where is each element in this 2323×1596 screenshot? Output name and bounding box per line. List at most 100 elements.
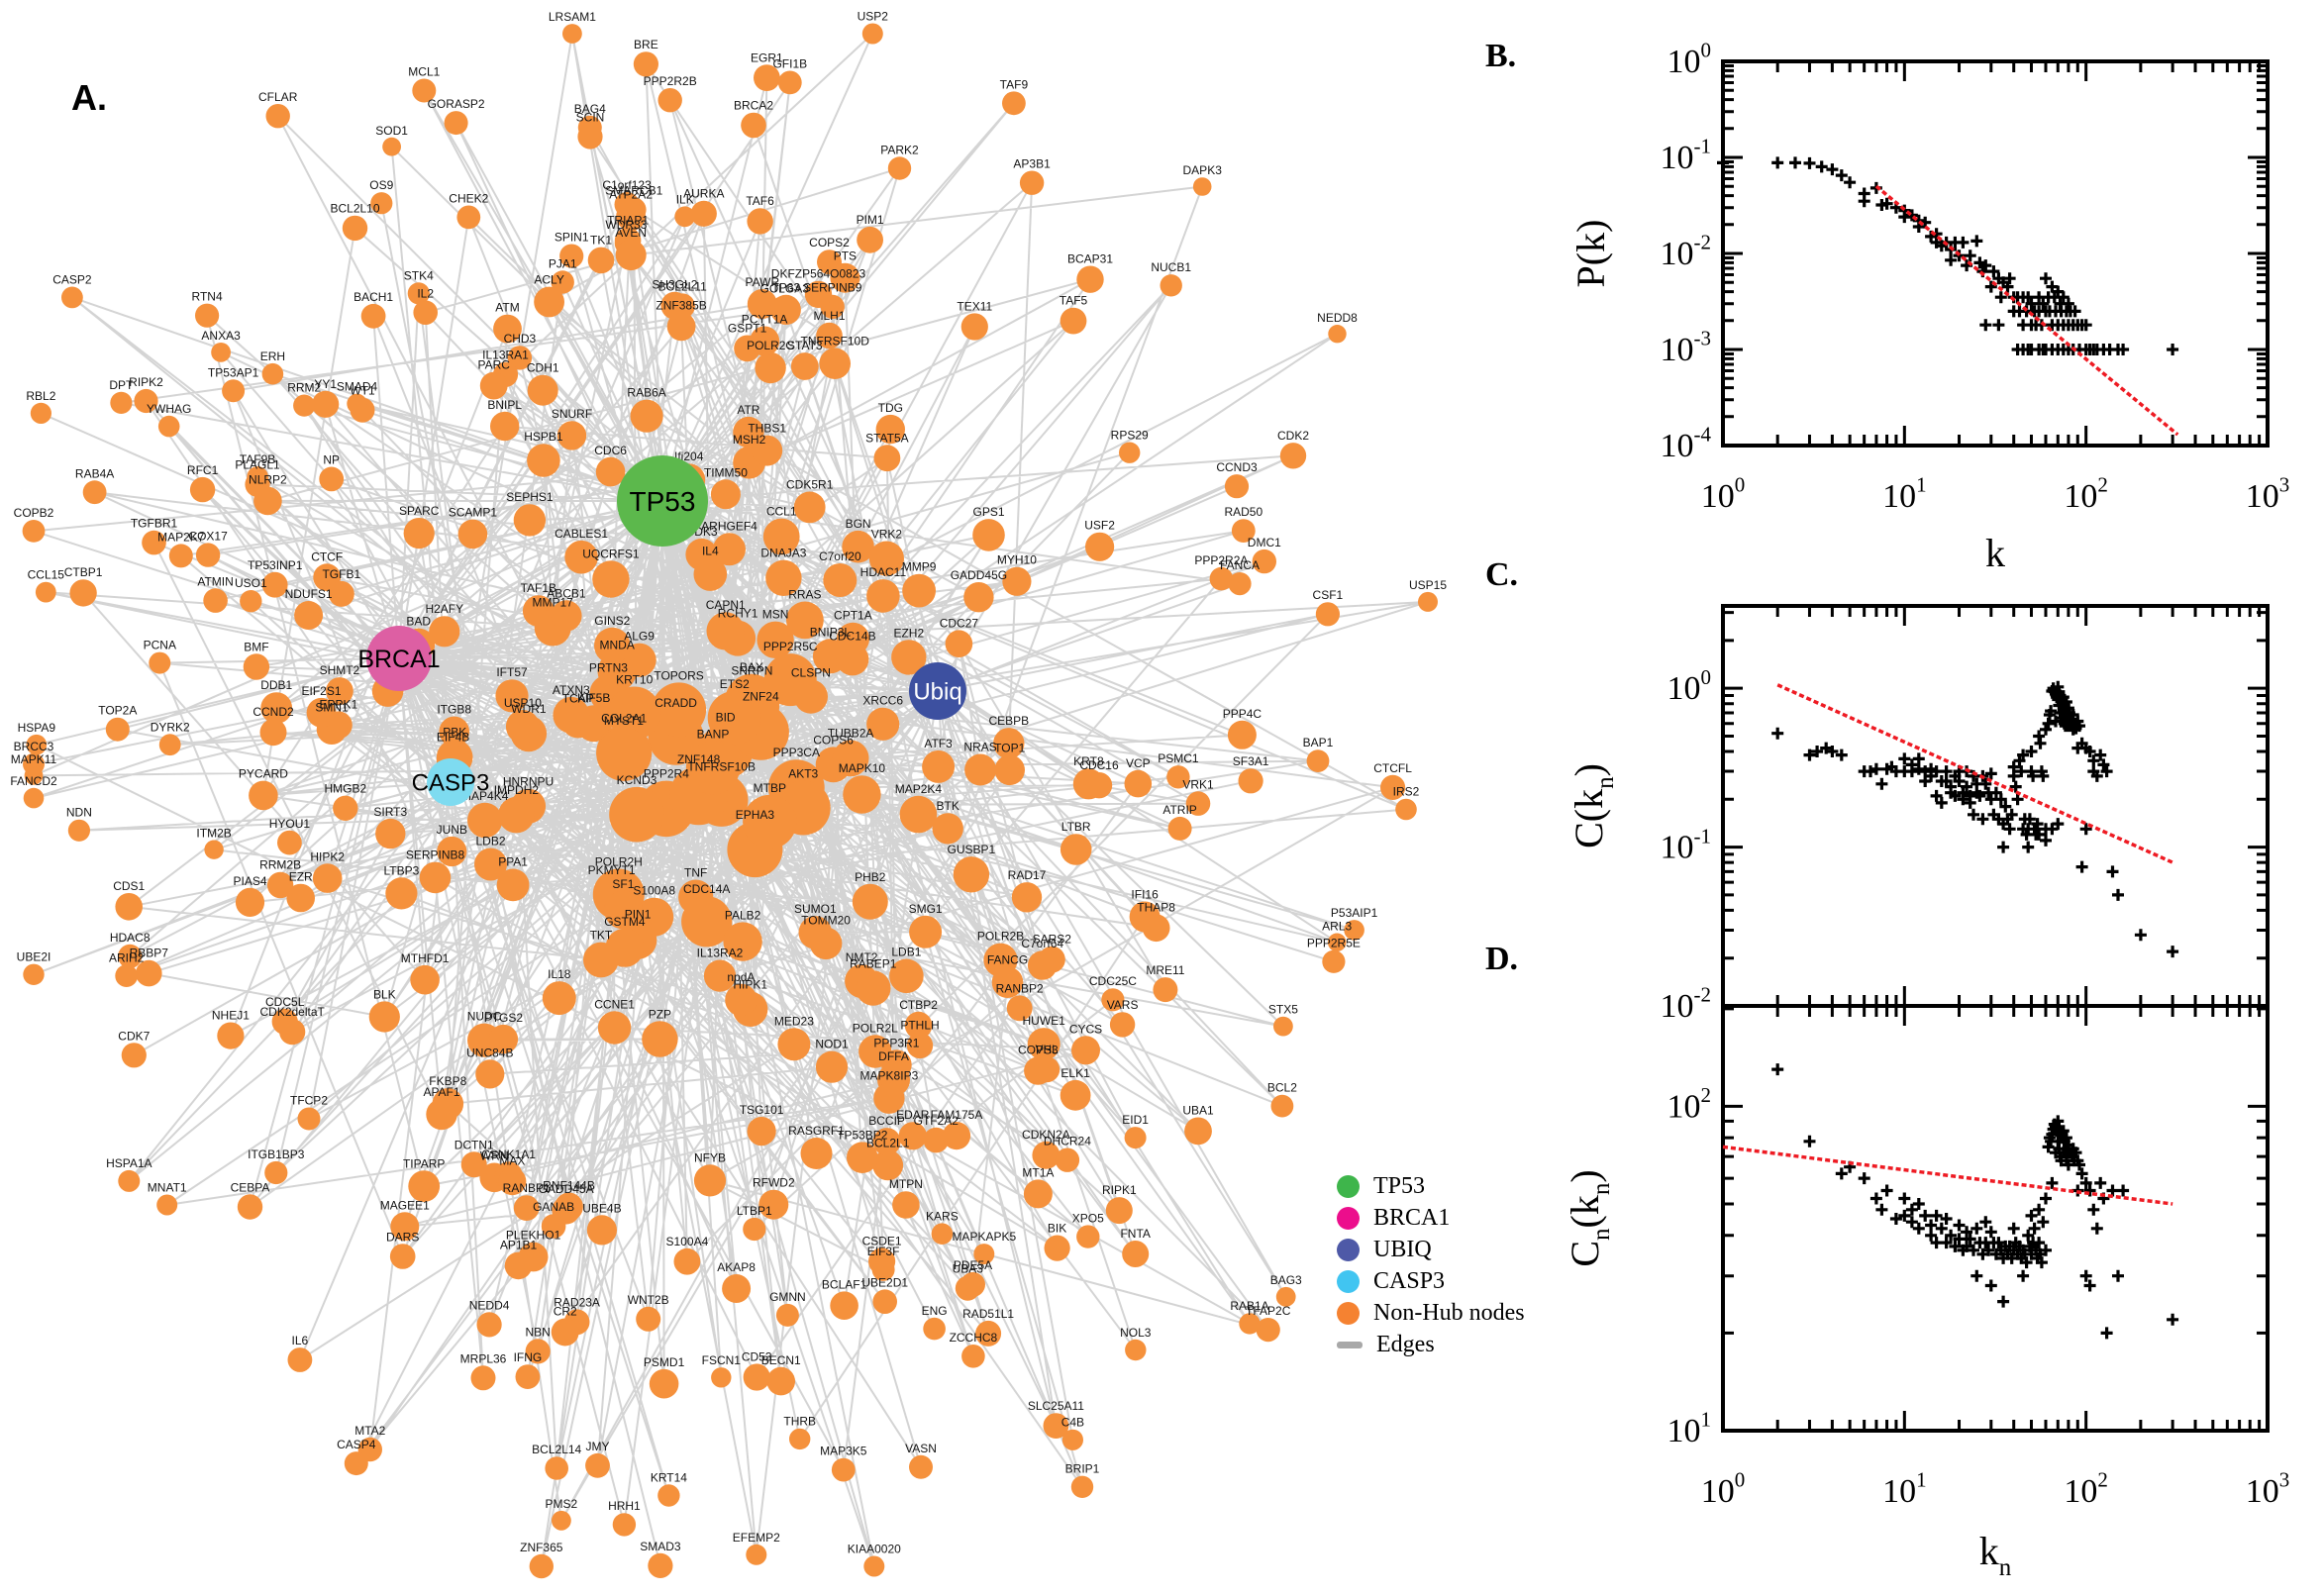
network-node [743,1217,766,1242]
network-node [1105,1197,1133,1225]
y-tick-label: 102 [1667,1083,1712,1125]
network-node-label: AP1B1 [500,1239,538,1252]
network-node-label: UNC84B [466,1046,513,1059]
network-node-label: BIK [1048,1222,1066,1236]
network-node [1060,307,1087,335]
network-node-label: TAF6 [746,194,774,208]
network-node-label: IL18 [548,967,571,981]
network-node-label: MTBP [754,781,786,795]
network-node [777,1028,811,1061]
network-node [1166,765,1190,789]
network-node [961,1345,985,1368]
network-node-label: CTBP1 [64,565,103,579]
network-node [713,533,746,566]
network-node [909,1454,933,1479]
network-node-label: RRAS [788,587,821,601]
network-node [507,346,533,370]
network-node [681,896,733,948]
network-node [204,840,224,859]
network-node-label: S100A4 [666,1235,709,1248]
network-node [743,794,797,849]
y-axis-title: C(kn) [1566,763,1619,848]
network-node [800,1138,833,1169]
network-node [437,836,467,867]
network-node [342,215,368,242]
x-tick-label: 100 [1701,473,1746,515]
network-node-label: SERPINB9 [803,281,862,295]
network-node-label: CCNE1 [594,997,635,1011]
network-node [875,414,905,445]
network-node [843,775,881,814]
network-node-label: GSPT1 [728,322,767,336]
network-node [375,818,406,849]
network-node [110,391,133,414]
legend-item: Edges [1337,1329,1525,1360]
network-node [237,1194,263,1220]
network-node [765,559,802,596]
network-node [707,690,761,746]
network-node-label: NEDD4 [469,1298,510,1312]
network-node-label: HRH1 [608,1499,641,1513]
plot-frame [1721,1004,2270,1433]
network-node [344,1451,368,1476]
network-node [1101,988,1125,1012]
network-node [1023,1179,1053,1209]
network-node-label: TNFRSF10B [687,759,756,773]
network-node [945,630,973,657]
network-node-label: STX5 [1268,1003,1298,1017]
network-node [1060,1079,1091,1111]
network-node-label: SH3GL2 [652,278,697,292]
network-node-label: CABLES1 [555,527,608,541]
network-node-label: TEX11 [957,299,992,313]
network-node [622,643,656,677]
fit-line [1874,184,2179,437]
network-node [1270,1094,1294,1118]
network-node [583,942,619,978]
network-node-label: H2AFY [425,602,463,616]
network-node-label: AKT3 [788,767,818,781]
network-node-label: UBE4B [582,1201,621,1215]
network-node-label: EDAR [896,1108,930,1122]
network-node [82,480,107,505]
network-node-label: TIPARP [403,1156,445,1170]
network-node-label: ENG [922,1304,948,1318]
network-node [134,388,158,414]
legend-label: BRCA1 [1373,1204,1451,1231]
network-node [594,627,631,664]
network-node-label: MAP4K4 [461,789,509,803]
network-node-label: ATF3 [924,737,953,750]
network-node-label: PPP4C [1223,707,1262,721]
network-node-label: TGFBR1 [131,517,178,531]
network-node-label: ARHGEF4 [701,519,758,533]
network-node-label: TP53INP1 [248,558,303,572]
network-node [498,796,535,834]
hub-node-TP53: TP53 [617,455,708,547]
network-node-label: C7orf64 [1021,937,1063,950]
network-node [922,749,956,783]
hub-node-Ubiq: Ubiq [909,662,966,720]
network-node-label: CEBPA [231,1180,270,1194]
network-node [426,1098,457,1131]
network-node-label: GPS1 [972,505,1004,519]
network-node-label: HIPK2 [310,849,345,863]
network-node-label: BLK [373,987,396,1001]
network-node [326,677,354,705]
network-node-label: PSMD1 [644,1355,685,1369]
network-node-label: COX17 [188,530,228,544]
network-node-label: CDC5L [265,995,305,1009]
network-node-label: ALG9 [624,630,655,644]
network-node-label: RAD17 [1008,868,1047,882]
network-node [1185,791,1211,816]
network-node [595,456,626,487]
network-node-label: RNF144B [543,1179,595,1193]
hub-label: CASP3 [412,769,490,796]
network-node-label: EID1 [1122,1113,1149,1127]
network-node [832,740,869,777]
network-node [149,651,171,674]
network-node-label: PJA1 [549,256,577,270]
network-node [559,244,584,268]
hub-label: Ubiq [913,678,961,705]
network-node [23,963,45,985]
network-node-label: PIM1 [857,213,884,227]
network-node-label: KRT14 [651,1470,687,1484]
